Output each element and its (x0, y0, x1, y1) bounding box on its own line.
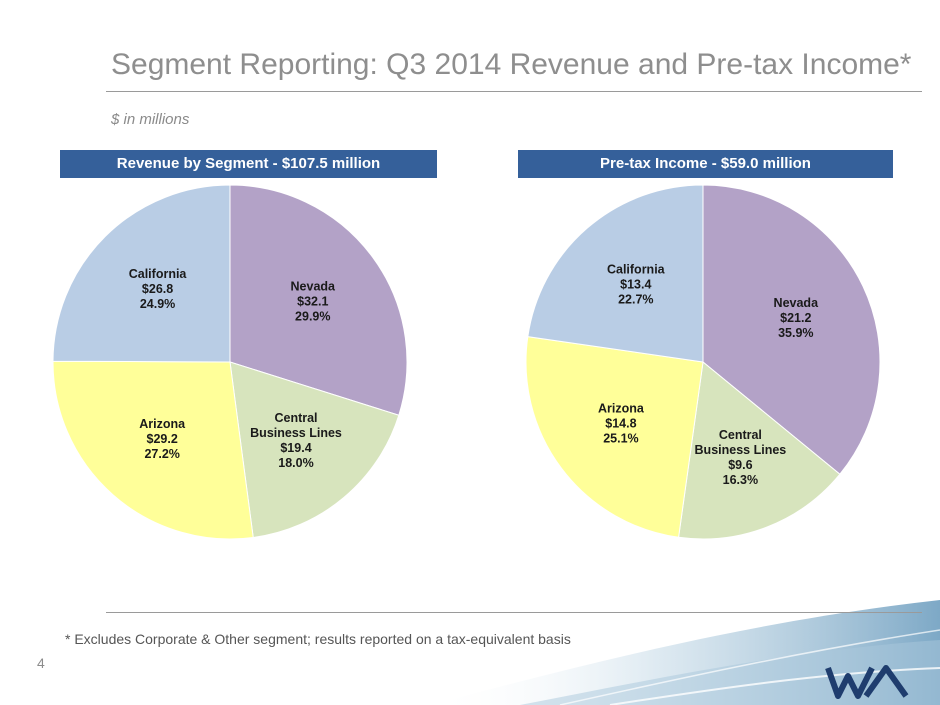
revenue-label-nevada: Nevada $32.1 29.9% (291, 279, 337, 323)
revenue-chart-title: Revenue by Segment - $107.5 million (60, 150, 437, 178)
income-chart-title: Pre-tax Income - $59.0 million (518, 150, 893, 178)
revenue-slice-central-business-lines (229, 361, 400, 539)
income-slice-central-business-lines (678, 361, 841, 540)
revenue-label-arizona: Arizona $29.2 27.2% (139, 417, 186, 461)
logo-w-mark (825, 666, 875, 699)
units-note: $ in millions (111, 111, 190, 128)
footer-divider (106, 612, 922, 613)
revenue-slice-california (52, 184, 231, 363)
income-slice-arizona (525, 336, 704, 538)
income-label-california: California $13.4 22.7% (607, 262, 666, 306)
page-number: 4 (37, 655, 45, 671)
revenue-slice-nevada (229, 184, 408, 416)
footnote: * Excludes Corporate & Other segment; re… (65, 631, 571, 647)
income-label-central-business-lines: Central Business Lines $9.6 16.3% (695, 428, 787, 487)
income-slice-nevada (702, 184, 881, 475)
income-slice-california (527, 184, 704, 363)
revenue-label-central-business-lines: Central Business Lines $19.4 18.0% (250, 411, 342, 470)
revenue-slice-arizona (52, 360, 254, 540)
income-label-arizona: Arizona $14.8 25.1% (598, 402, 645, 446)
slide-title: Segment Reporting: Q3 2014 Revenue and P… (111, 48, 912, 81)
title-divider (106, 91, 922, 92)
logo-a-mark (863, 665, 909, 698)
income-label-nevada: Nevada $21.2 35.9% (774, 296, 820, 340)
revenue-label-california: California $26.8 24.9% (129, 267, 188, 311)
